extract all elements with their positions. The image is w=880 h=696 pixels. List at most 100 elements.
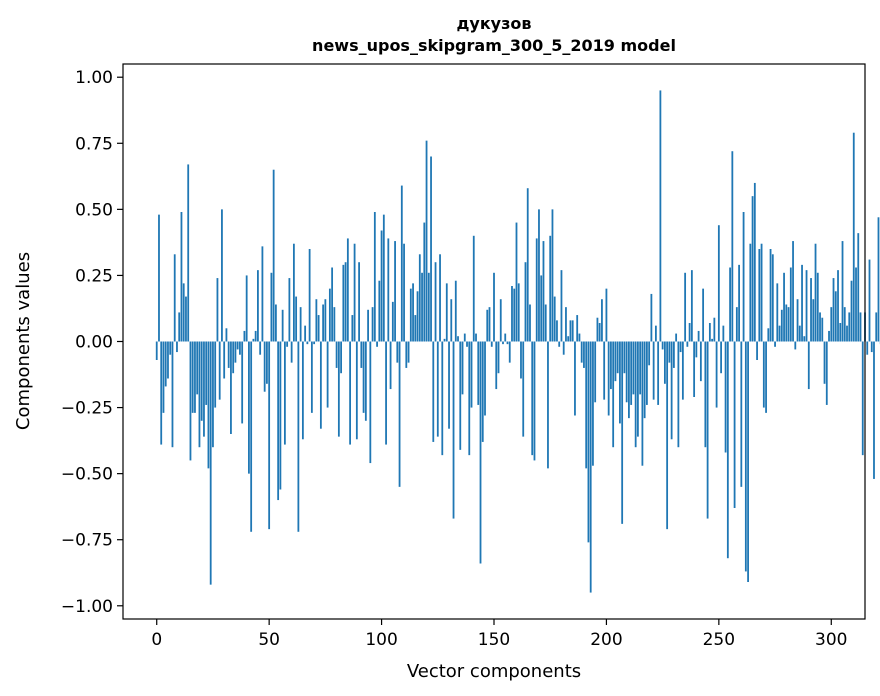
bar-310 — [852, 132, 855, 342]
bar-107 — [396, 341, 399, 363]
bar-79 — [333, 307, 336, 342]
bar-182 — [565, 307, 567, 342]
bar-234 — [681, 341, 684, 400]
bar-116 — [416, 291, 419, 342]
bar-200 — [605, 288, 608, 342]
bar-187 — [576, 315, 579, 342]
bar-53 — [275, 304, 277, 342]
bar-94 — [367, 309, 369, 342]
bar-246 — [708, 323, 711, 342]
bar-60 — [290, 341, 293, 363]
bar-119 — [423, 222, 426, 342]
bar-96 — [371, 307, 374, 342]
bar-113 — [409, 288, 412, 342]
bar-42 — [250, 341, 253, 532]
bar-72 — [317, 315, 320, 342]
bar-209 — [625, 341, 628, 403]
bar-168 — [533, 341, 536, 461]
bar-291 — [810, 278, 812, 342]
y-tick-label: 0.75 — [75, 134, 113, 154]
bar-128 — [443, 338, 446, 342]
chart-title-line-2: news_upos_skipgram_300_5_2019 model — [312, 36, 676, 55]
bar-108 — [398, 341, 401, 487]
bar-252 — [722, 325, 725, 342]
bar-236 — [686, 341, 689, 347]
bar-159 — [513, 288, 516, 342]
bar-255 — [729, 267, 731, 342]
bar-84 — [344, 262, 347, 342]
bar-308 — [848, 312, 851, 342]
bar-40 — [245, 275, 248, 342]
bar-311 — [855, 267, 857, 342]
bar-89 — [355, 341, 358, 440]
bar-223 — [657, 341, 660, 405]
bar-110 — [403, 243, 405, 342]
bar-307 — [846, 325, 848, 342]
bar-275 — [774, 341, 776, 347]
bar-166 — [529, 304, 531, 342]
bar-208 — [623, 341, 626, 374]
bar-277 — [778, 325, 781, 342]
y-tick-label: −0.25 — [61, 399, 113, 419]
bar-205 — [616, 341, 619, 374]
bar-267 — [756, 341, 758, 360]
bar-45 — [257, 270, 259, 342]
bar-242 — [699, 341, 702, 382]
bar-95 — [369, 341, 372, 464]
bar-210 — [628, 341, 630, 419]
bar-198 — [601, 299, 603, 342]
bar-306 — [843, 307, 846, 342]
bar-63 — [297, 341, 300, 532]
bar-221 — [652, 341, 655, 400]
bar-39 — [243, 330, 246, 342]
bar-244 — [704, 341, 707, 448]
x-tick-label: 300 — [815, 630, 847, 650]
bar-70 — [313, 341, 316, 345]
bar-138 — [466, 341, 468, 347]
bar-52 — [272, 169, 275, 342]
bar-216 — [641, 341, 644, 466]
bar-27 — [216, 278, 219, 342]
bar-109 — [400, 185, 403, 342]
bar-190 — [583, 341, 585, 368]
bar-137 — [463, 333, 466, 342]
bar-146 — [484, 341, 486, 416]
y-tick-label: 0.50 — [75, 200, 113, 220]
bar-175 — [549, 235, 552, 342]
bar-264 — [749, 243, 752, 342]
bar-131 — [450, 299, 453, 342]
bar-163 — [522, 341, 525, 437]
bar-272 — [767, 328, 770, 342]
bar-161 — [517, 283, 520, 342]
bar-186 — [574, 341, 576, 416]
bar-222 — [654, 325, 657, 342]
bar-98 — [376, 341, 378, 347]
bar-233 — [679, 341, 682, 353]
bar-212 — [632, 341, 635, 395]
x-tick-label: 0 — [151, 630, 162, 650]
bar-47 — [261, 246, 264, 342]
bar-270 — [762, 341, 765, 408]
bar-28 — [218, 341, 221, 400]
y-tick-label: 1.00 — [75, 68, 113, 88]
bar-61 — [292, 243, 295, 342]
bar-38 — [241, 341, 244, 424]
bar-7 — [171, 341, 174, 448]
bar-207 — [621, 341, 624, 524]
bar-296 — [821, 317, 824, 342]
bar-88 — [353, 243, 356, 342]
x-tick-label: 100 — [365, 630, 397, 650]
bar-151 — [495, 341, 498, 390]
bar-196 — [596, 317, 599, 342]
bar-150 — [493, 272, 495, 342]
bar-273 — [769, 249, 772, 342]
bar-9 — [176, 341, 178, 353]
y-tick-label: −0.50 — [61, 465, 113, 485]
bar-139 — [468, 341, 471, 456]
bar-114 — [412, 283, 414, 342]
bar-260 — [740, 341, 743, 487]
bar-249 — [715, 341, 718, 408]
bar-294 — [816, 272, 819, 342]
bar-32 — [227, 341, 230, 368]
bar-178 — [556, 320, 558, 342]
